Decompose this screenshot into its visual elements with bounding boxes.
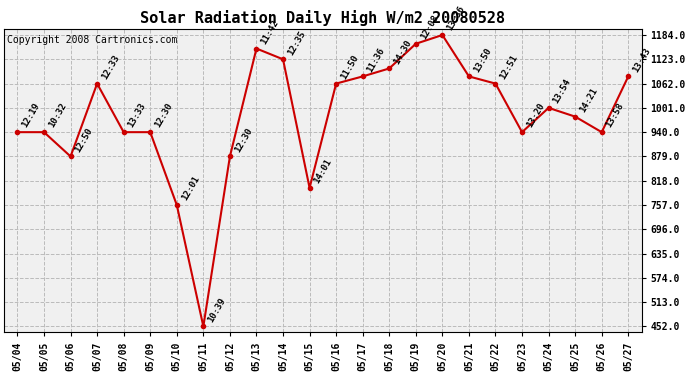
Text: 12:01: 12:01 bbox=[179, 174, 201, 202]
Text: 12:30: 12:30 bbox=[233, 126, 254, 154]
Text: 11:42: 11:42 bbox=[259, 18, 280, 46]
Text: 13:43: 13:43 bbox=[631, 46, 652, 74]
Text: 13:20: 13:20 bbox=[525, 102, 546, 129]
Text: 14:30: 14:30 bbox=[392, 38, 413, 66]
Text: 12:50: 12:50 bbox=[73, 126, 95, 154]
Text: 10:39: 10:39 bbox=[206, 296, 228, 324]
Text: 12:30: 12:30 bbox=[153, 102, 175, 129]
Text: 13:33: 13:33 bbox=[126, 102, 148, 129]
Text: 12:51: 12:51 bbox=[498, 53, 520, 81]
Text: Copyright 2008 Cartronics.com: Copyright 2008 Cartronics.com bbox=[8, 35, 178, 45]
Text: 13:50: 13:50 bbox=[472, 46, 493, 74]
Text: 12:08: 12:08 bbox=[419, 13, 440, 41]
Text: 12:33: 12:33 bbox=[100, 53, 121, 81]
Text: 12:35: 12:35 bbox=[286, 29, 307, 57]
Text: 14:21: 14:21 bbox=[578, 86, 599, 114]
Text: 11:36: 11:36 bbox=[366, 46, 386, 74]
Text: 12:19: 12:19 bbox=[20, 102, 41, 129]
Title: Solar Radiation Daily High W/m2 20080528: Solar Radiation Daily High W/m2 20080528 bbox=[140, 10, 505, 27]
Text: 14:01: 14:01 bbox=[313, 158, 333, 185]
Text: 13:54: 13:54 bbox=[551, 77, 573, 105]
Text: 13:58: 13:58 bbox=[604, 102, 626, 129]
Text: 13:36: 13:36 bbox=[445, 4, 466, 32]
Text: 11:50: 11:50 bbox=[339, 53, 360, 81]
Text: 10:32: 10:32 bbox=[47, 102, 68, 129]
